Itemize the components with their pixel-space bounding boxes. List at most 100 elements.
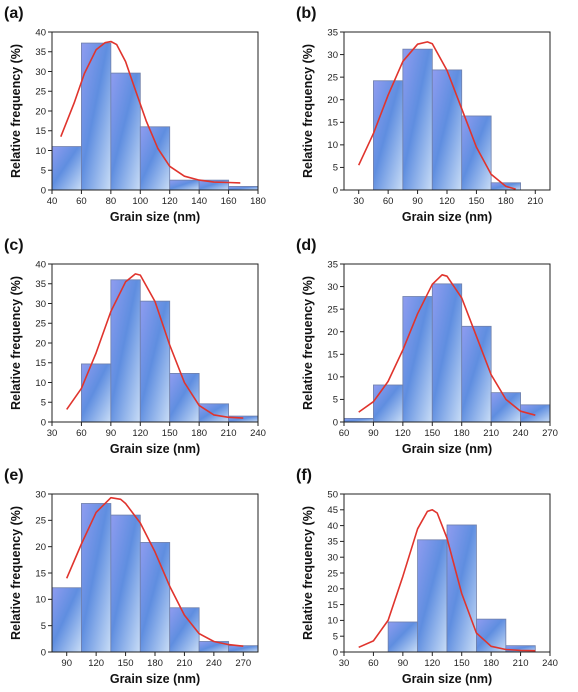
y-tick-label: 40	[35, 259, 46, 270]
y-tick-label: 35	[327, 537, 338, 548]
x-tick-label: 40	[47, 196, 58, 207]
x-tick-label: 240	[513, 428, 529, 439]
y-tick-label: 30	[327, 50, 338, 61]
y-tick-label: 35	[35, 47, 46, 58]
y-tick-label: 20	[35, 542, 46, 553]
x-tick-label: 180	[454, 428, 470, 439]
y-tick-label: 25	[35, 516, 46, 527]
histogram-bar	[431, 283, 463, 423]
y-tick-label: 5	[333, 163, 338, 174]
y-tick-label: 20	[35, 338, 46, 349]
histogram-bar	[81, 363, 112, 423]
x-axis-title: Grain size (nm)	[110, 672, 200, 686]
x-tick-label: 30	[47, 428, 58, 439]
y-tick-label: 5	[41, 166, 46, 177]
x-tick-label: 150	[118, 658, 134, 669]
y-axis-title: Relative frequency (%)	[301, 44, 315, 178]
x-tick-label: 30	[353, 196, 364, 207]
y-tick-label: 5	[333, 632, 338, 643]
x-tick-label: 180	[250, 196, 266, 207]
histogram-bar	[446, 524, 477, 653]
y-tick-label: 35	[327, 259, 338, 270]
x-tick-label: 80	[106, 196, 117, 207]
chart-panel: (f) 30 60 90 120 150 180 210 240 0 5 10 15 20 25 30 35 40…	[296, 467, 558, 686]
histogram-bar	[51, 587, 82, 653]
y-tick-label: 15	[35, 568, 46, 579]
y-tick-label: 25	[327, 568, 338, 579]
chart-panel: (d) 60 90 120 150 180 210 240 270 0 5 10 15 20 25 30 35 G…	[296, 237, 558, 456]
histogram-bar	[461, 325, 492, 423]
x-tick-label: 180	[147, 658, 163, 669]
y-tick-label: 40	[35, 27, 46, 38]
x-tick-label: 150	[424, 428, 440, 439]
y-tick-label: 25	[327, 72, 338, 83]
x-tick-label: 240	[206, 658, 222, 669]
x-tick-label: 210	[513, 658, 529, 669]
y-tick-label: 25	[35, 319, 46, 330]
histogram-bar	[373, 384, 404, 423]
histogram-bar	[387, 621, 418, 653]
y-tick-label: 15	[327, 600, 338, 611]
histogram-bar	[228, 186, 259, 191]
histogram-bar	[520, 404, 551, 423]
y-tick-label: 15	[327, 350, 338, 361]
x-axis-title: Grain size (nm)	[402, 210, 492, 224]
x-tick-label: 90	[368, 428, 379, 439]
fit-curve	[358, 508, 536, 652]
y-tick-label: 10	[327, 140, 338, 151]
x-axis-title: Grain size (nm)	[110, 442, 200, 456]
y-tick-label: 30	[35, 489, 46, 500]
y-axis-title: Relative frequency (%)	[301, 506, 315, 640]
histogram-bar	[139, 300, 171, 423]
histogram-bar	[139, 542, 171, 653]
x-axis-title: Grain size (nm)	[402, 672, 492, 686]
y-tick-label: 25	[35, 87, 46, 98]
y-tick-label: 15	[35, 126, 46, 137]
x-tick-label: 270	[542, 428, 558, 439]
y-tick-label: 5	[41, 621, 46, 632]
y-axis-title: Relative frequency (%)	[9, 276, 23, 410]
y-tick-label: 25	[327, 304, 338, 315]
fit-curve	[66, 273, 244, 419]
y-tick-label: 0	[41, 417, 46, 428]
x-tick-label: 100	[132, 196, 148, 207]
panel-label: (f)	[296, 467, 312, 484]
x-tick-label: 120	[132, 428, 148, 439]
y-tick-label: 35	[327, 27, 338, 38]
x-tick-label: 210	[221, 428, 237, 439]
x-tick-label: 60	[76, 196, 87, 207]
histogram-bar	[461, 115, 492, 191]
y-tick-label: 30	[327, 282, 338, 293]
fit-curve	[65, 496, 244, 647]
histogram-bar	[402, 48, 433, 191]
y-axis-title: Relative frequency (%)	[9, 44, 23, 178]
chart-panel: (a) 40 60 80 100 120 140 160 180 0 5 10 15 20 25 30 35 40…	[4, 5, 266, 224]
histogram-bar	[110, 72, 141, 191]
y-tick-label: 30	[327, 553, 338, 564]
fit-curve	[60, 40, 241, 184]
y-tick-label: 10	[35, 595, 46, 606]
x-axis-title: Grain size (nm)	[110, 210, 200, 224]
y-tick-label: 35	[35, 279, 46, 290]
panel-label: (e)	[4, 467, 24, 484]
y-tick-label: 20	[327, 584, 338, 595]
x-tick-label: 120	[424, 658, 440, 669]
x-tick-label: 60	[339, 428, 350, 439]
panel-label: (b)	[296, 5, 316, 22]
x-tick-label: 90	[412, 196, 423, 207]
y-tick-label: 15	[35, 358, 46, 369]
fit-curve	[357, 41, 516, 190]
y-tick-label: 50	[327, 489, 338, 500]
histogram-bar	[228, 645, 259, 653]
x-tick-label: 150	[468, 196, 484, 207]
histogram-bar	[110, 279, 141, 423]
x-tick-label: 90	[106, 428, 117, 439]
y-tick-label: 20	[327, 95, 338, 106]
chart-panel: (b) 30 60 90 120 150 180 210 0 5 10 15 20 25 30 35 Grain…	[296, 5, 551, 224]
x-tick-label: 180	[483, 658, 499, 669]
chart-panel: (e) 90 120 150 180 210 240 270 0 5 10 15 20 25 30 Grain…	[4, 467, 259, 686]
y-tick-label: 10	[35, 146, 46, 157]
y-tick-label: 0	[333, 185, 338, 196]
x-tick-label: 120	[439, 196, 455, 207]
